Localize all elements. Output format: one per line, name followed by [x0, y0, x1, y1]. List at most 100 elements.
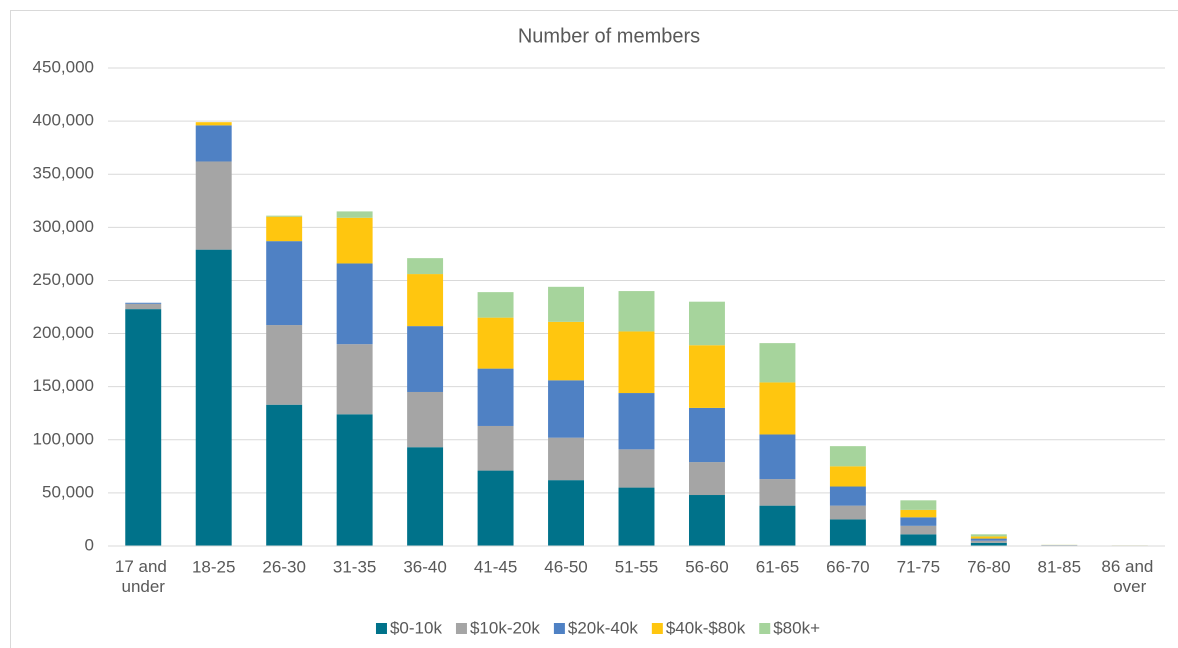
x-tick-line: over	[1113, 577, 1146, 596]
bar-segment	[970, 540, 1007, 543]
bar-segment	[618, 487, 655, 546]
bar-segment	[618, 291, 655, 332]
x-tick-label: 17 and under	[115, 557, 172, 596]
bar-segment	[195, 125, 232, 162]
bar-segment	[336, 217, 373, 264]
x-tick-label: 26-30	[262, 557, 305, 576]
y-tick-label: 100,000	[33, 429, 94, 448]
legend-label: $80k+	[773, 618, 820, 637]
bar-segment	[548, 437, 585, 481]
bar-segment	[900, 517, 937, 526]
bar-segment	[477, 368, 514, 426]
x-tick-line: under	[121, 577, 165, 596]
bar-segment	[688, 407, 725, 463]
legend-label: $10k-20k	[470, 618, 540, 637]
legend-label: $20k-40k	[568, 618, 638, 637]
bar-segment	[759, 505, 796, 546]
bar-segment	[407, 447, 444, 546]
x-tick-label: 31-35	[333, 557, 376, 576]
x-tick-label: 66-70	[826, 557, 869, 576]
x-tick-label: 71-75	[897, 557, 940, 576]
bar-segment	[477, 470, 514, 546]
y-tick-label: 350,000	[33, 164, 94, 183]
x-tick-line: 86 and	[1101, 557, 1158, 576]
x-tick-label: 46-50	[544, 557, 587, 576]
bar-segment	[618, 449, 655, 488]
bar-segment	[829, 466, 866, 487]
bar-segment	[759, 479, 796, 506]
bar-segment	[548, 286, 585, 322]
x-tick-label: 56-60	[685, 557, 728, 576]
y-tick-label: 50,000	[42, 482, 94, 501]
bar-segment	[900, 525, 937, 535]
bar-segment	[688, 345, 725, 408]
bar-segment	[407, 391, 444, 448]
x-tick-line: 17 and	[115, 557, 172, 576]
bar-segment	[829, 519, 866, 546]
bar-segment	[125, 302, 162, 304]
bar-segment	[336, 263, 373, 345]
legend-swatch	[455, 623, 467, 634]
legend-label: $40k-$80k	[666, 618, 746, 637]
bar-segment	[688, 301, 725, 346]
bar-segment	[477, 425, 514, 471]
bar-segment	[829, 505, 866, 520]
legend-swatch	[759, 623, 771, 634]
bar-segment	[336, 344, 373, 415]
bar-segment	[195, 249, 232, 546]
bar-segment	[759, 343, 796, 383]
x-tick-label: 86 and over	[1101, 557, 1158, 596]
chart-title: Number of members	[518, 25, 700, 47]
bar-segment	[266, 241, 303, 326]
y-tick-label: 400,000	[33, 111, 94, 130]
y-tick-label: 150,000	[33, 376, 94, 395]
bar-segment	[970, 538, 1007, 541]
x-tick-label: 76-80	[967, 557, 1010, 576]
x-tick-label: 36-40	[403, 557, 446, 576]
bar-segment	[970, 536, 1007, 539]
legend-swatch	[375, 623, 387, 634]
bar-segment	[477, 317, 514, 369]
x-tick-label: 81-85	[1038, 557, 1081, 576]
bar-segment	[477, 292, 514, 318]
bar-segment	[829, 446, 866, 467]
bar-segment	[688, 495, 725, 546]
bar-segment	[195, 122, 232, 126]
bar-segment	[618, 393, 655, 450]
bar-segment	[266, 404, 303, 546]
bar-segment	[688, 462, 725, 496]
bar-segment	[336, 211, 373, 218]
x-tick-label: 51-55	[615, 557, 658, 576]
legend-label: $0-10k	[390, 618, 442, 637]
bar-segment	[900, 500, 937, 510]
bar-segment	[970, 534, 1007, 537]
bar-segment	[195, 161, 232, 250]
bar-segment	[548, 480, 585, 546]
y-tick-label: 200,000	[33, 323, 94, 342]
bar-segment	[970, 542, 1007, 546]
bar-segment	[548, 380, 585, 438]
bar-segment	[900, 509, 937, 518]
bar-segment	[266, 325, 303, 405]
x-tick-label: 41-45	[474, 557, 517, 576]
bar-segment	[125, 303, 162, 310]
x-tick-label: 18-25	[192, 557, 235, 576]
bar-segment	[829, 486, 866, 506]
bar-segment	[336, 414, 373, 546]
legend-swatch	[651, 623, 663, 634]
bar-segment	[266, 215, 303, 217]
x-tick-label: 61-65	[756, 557, 799, 576]
bar-segment	[759, 434, 796, 480]
bar-segment	[266, 216, 303, 242]
bar-segment	[407, 326, 444, 392]
y-tick-label: 0	[85, 535, 94, 554]
bar-segment	[407, 258, 444, 275]
bar-segment	[407, 274, 444, 327]
y-tick-label: 450,000	[33, 57, 94, 76]
bar-segment	[900, 534, 937, 546]
legend-swatch	[553, 623, 565, 634]
bar-segment	[125, 309, 162, 546]
bar-segment	[548, 321, 585, 381]
bar-segment	[759, 382, 796, 435]
